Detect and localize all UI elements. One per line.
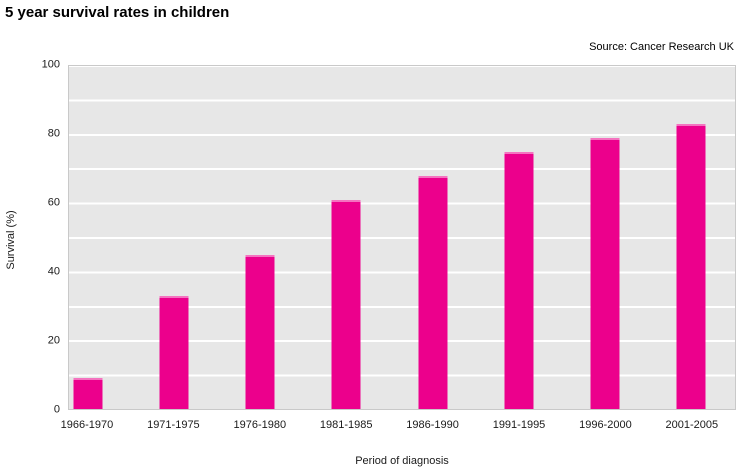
bar-1976-1980 — [245, 254, 275, 409]
x-tick-label-1966-1970: 1966-1970 — [60, 419, 114, 431]
x-tick-label-1971-1975: 1971-1975 — [147, 419, 200, 431]
y-tick-label-80: 80 — [47, 127, 60, 140]
y-tick-label-0: 0 — [53, 403, 60, 416]
bar-1966-1970 — [73, 378, 103, 409]
x-axis-tick-labels: 1966-1970 1971-1975 1976-1980 1981-1985 1986… — [61, 419, 736, 433]
bar-1996-2000 — [590, 138, 620, 409]
source-attribution: Source: Cancer Research UK — [589, 41, 734, 53]
y-tick-label-20: 20 — [47, 334, 60, 347]
x-axis-title: Period of diagnosis — [355, 455, 449, 467]
x-tick-label-1996-2000: 1996-2000 — [579, 419, 632, 431]
bar-1981-1985 — [331, 199, 361, 409]
bar-1986-1990 — [418, 175, 447, 409]
y-tick-label-40: 40 — [47, 265, 60, 278]
x-tick-label-1981-1985: 1981-1985 — [319, 419, 373, 431]
plot-area — [68, 65, 736, 410]
x-tick-label-2001-2005: 2001-2005 — [665, 419, 719, 431]
x-tick-label-1991-1995: 1991-1995 — [492, 419, 546, 431]
y-tick-label-60: 60 — [47, 196, 60, 209]
chart-title: 5 year survival rates in children — [5, 4, 230, 21]
y-axis-tick-labels: 0 20 40 60 80 100 — [0, 59, 60, 416]
x-tick-label-1976-1980: 1976-1980 — [233, 419, 287, 431]
bar-2001-2005 — [676, 124, 706, 409]
y-tick-label-100: 100 — [41, 58, 60, 71]
bar-1991-1995 — [504, 151, 534, 409]
x-tick-label-1986-1990: 1986-1990 — [406, 419, 459, 431]
bar-1971-1975 — [159, 295, 189, 409]
